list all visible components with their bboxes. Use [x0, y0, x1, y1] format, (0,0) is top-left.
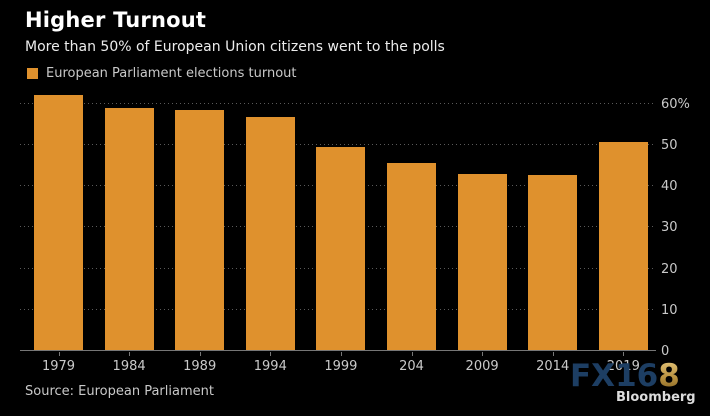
bar-1994: [245, 117, 295, 351]
plot-area: [20, 88, 656, 351]
bar-204: [387, 163, 436, 351]
bar-1979: [34, 95, 83, 351]
x-tick-label-1979: 1979: [41, 359, 76, 374]
x-tick-1999: [340, 352, 342, 356]
chart-area: 0 10 20 30 40 50 60%: [0, 88, 710, 359]
x-tick-1994: [270, 352, 272, 356]
legend-label: European Parliament elections turnout: [46, 66, 297, 81]
y-tick-label-10: 10: [661, 302, 678, 318]
bar-1989: [175, 110, 225, 351]
x-tick-label-1999: 1999: [324, 359, 358, 374]
legend-swatch-icon: [27, 68, 38, 79]
x-tick-2019: [623, 352, 625, 356]
bar-1999: [316, 146, 366, 351]
x-tick-204: [411, 352, 413, 356]
x-tick-1979: [58, 352, 60, 356]
chart-subtitle: More than 50% of European Union citizens…: [25, 39, 445, 55]
bloomberg-logo: Bloomberg: [616, 390, 696, 405]
bar-2019: [598, 142, 648, 351]
x-tick-label-2009: 2009: [465, 359, 499, 374]
fx168-logo-gold-text: 8: [658, 358, 680, 394]
y-tick-label-0: 0: [661, 344, 670, 359]
x-tick-label-204: 204: [399, 359, 424, 374]
x-tick-1984: [129, 352, 131, 356]
bar-2009: [457, 173, 507, 351]
x-tick-label-1989: 1989: [183, 359, 217, 374]
fx168-logo: FX168: [570, 358, 680, 394]
fx168-logo-blue-text: FX16: [570, 358, 659, 394]
y-tick-label-20: 20: [661, 261, 678, 277]
x-axis-labels: 1979 1984 1989 1994 1999 204 2009 2014 2019: [20, 352, 656, 386]
legend: European Parliament elections turnout: [27, 66, 297, 81]
source-note: Source: European Parliament: [25, 384, 214, 399]
x-axis-baseline: [20, 350, 656, 351]
x-tick-label-1994: 1994: [253, 359, 287, 374]
x-tick-2009: [482, 352, 484, 356]
bar-2014: [528, 175, 578, 351]
gridline-50: [20, 143, 656, 145]
y-tick-label-40: 40: [661, 179, 678, 195]
gridline-60: [20, 102, 656, 104]
x-tick-label-1984: 1984: [112, 359, 146, 374]
x-tick-label-2014: 2014: [536, 359, 570, 374]
x-tick-1989: [199, 352, 201, 356]
y-tick-label-50: 50: [661, 137, 678, 153]
y-tick-label-60: 60%: [661, 96, 690, 112]
x-tick-label-2019: 2019: [606, 359, 640, 374]
y-tick-label-30: 30: [661, 220, 678, 236]
x-tick-2014: [552, 352, 554, 356]
chart-title: Higher Turnout: [25, 8, 207, 32]
bar-1984: [104, 107, 154, 351]
